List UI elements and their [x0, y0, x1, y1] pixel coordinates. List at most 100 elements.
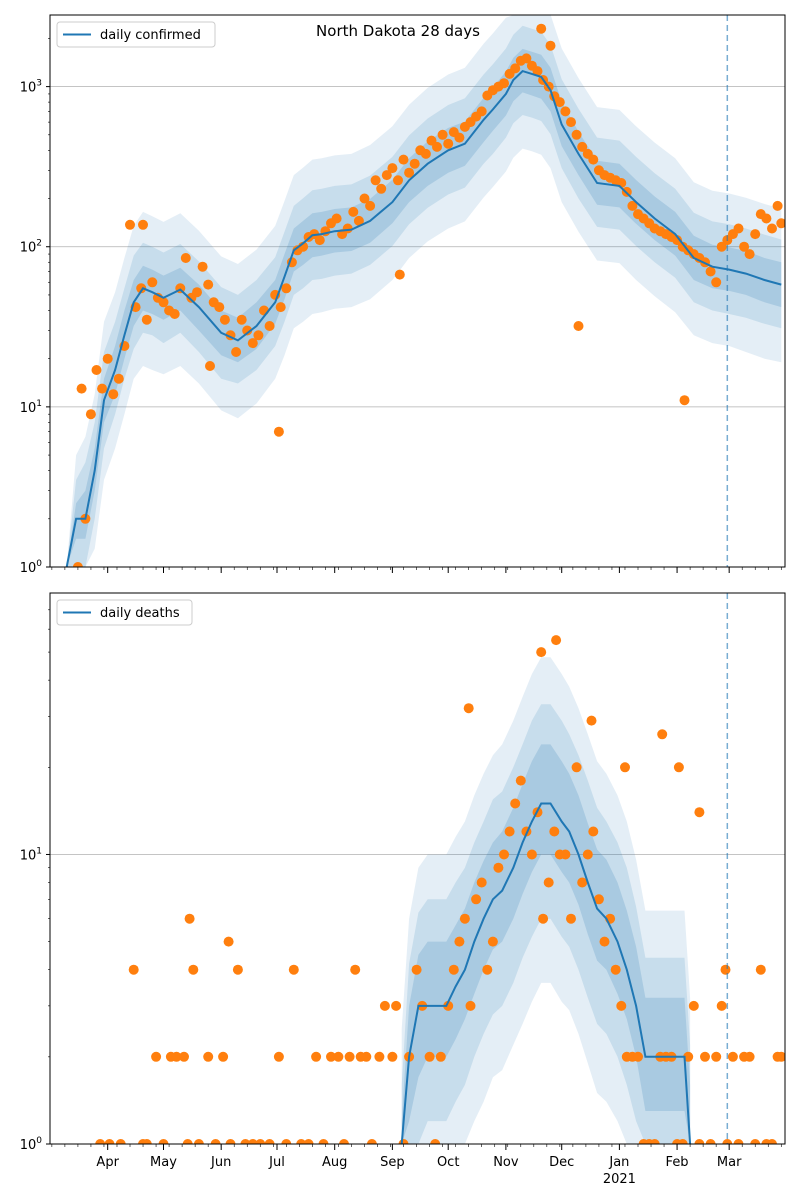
deaths-point	[700, 1051, 710, 1062]
deaths-point	[411, 964, 422, 975]
deaths-point	[727, 1051, 738, 1062]
confirmed-point	[767, 223, 777, 234]
confirmed-point	[560, 106, 571, 117]
deaths-point	[443, 1000, 454, 1011]
confirmed-point	[108, 389, 119, 400]
deaths-point	[465, 1000, 476, 1011]
confirmed-point	[409, 158, 420, 169]
deaths-point	[374, 1051, 385, 1062]
confirmed-ytick-label-0: 100	[20, 559, 43, 576]
deaths-point	[694, 807, 705, 818]
confirmed-point	[365, 200, 376, 211]
deaths-point	[435, 1051, 446, 1062]
confirmed-band-mid	[66, 25, 782, 567]
deaths-point	[755, 964, 766, 975]
deaths-point	[218, 1051, 229, 1062]
deaths-point	[296, 1139, 307, 1144]
deaths-point	[616, 1000, 627, 1011]
confirmed-point	[125, 219, 135, 230]
confirmed-legend: daily confirmed	[56, 21, 216, 48]
confirmed-panel: 100 101 102 103 daily confirmed	[20, 14, 786, 576]
confirmed-point	[404, 167, 415, 178]
deaths-point	[599, 936, 610, 947]
deaths-point	[288, 964, 299, 975]
deaths-point	[255, 1139, 266, 1144]
confirmed-point	[353, 215, 364, 226]
deaths-point	[151, 1051, 162, 1062]
xtick-label-jan: Jan	[608, 1155, 629, 1170]
xtick-label-oct: Oct	[437, 1155, 459, 1170]
confirmed-point	[437, 129, 448, 140]
deaths-point	[463, 703, 474, 714]
deaths-ytick-label-0: 100	[20, 1136, 43, 1153]
xtick-label-nov: Nov	[493, 1155, 519, 1170]
confirmed-point	[476, 106, 487, 117]
deaths-ytick-label-1: 101	[20, 846, 42, 863]
confirmed-point	[231, 347, 242, 357]
confirmed-point	[180, 253, 191, 263]
confirmed-point	[342, 223, 353, 234]
confirmed-point	[716, 241, 727, 252]
confirmed-point	[203, 279, 214, 290]
deaths-point	[586, 715, 597, 726]
confirmed-point	[679, 395, 690, 406]
deaths-point	[333, 1051, 344, 1062]
confirmed-legend-label: daily confirmed	[100, 28, 201, 43]
deaths-point	[350, 964, 361, 975]
confirmed-point	[733, 223, 744, 234]
confirmed-point	[744, 249, 755, 260]
deaths-legend-label: daily deaths	[100, 606, 180, 621]
deaths-point	[311, 1051, 322, 1062]
confirmed-point	[219, 314, 230, 325]
deaths-point	[487, 936, 498, 947]
confirmed-point	[205, 361, 215, 371]
confirmed-point	[711, 277, 722, 288]
xtick-label-jun: Jun	[210, 1155, 231, 1170]
deaths-point	[158, 1139, 169, 1144]
deaths-point	[482, 964, 493, 975]
confirmed-point	[566, 117, 576, 128]
deaths-point	[115, 1139, 126, 1144]
confirmed-point	[281, 283, 292, 294]
confirmed-point	[387, 163, 398, 174]
deaths-point	[560, 849, 571, 860]
deaths-point	[716, 1000, 727, 1011]
deaths-point	[722, 1139, 733, 1144]
confirmed-point	[348, 206, 359, 217]
confirmed-point	[577, 141, 588, 152]
deaths-point	[379, 1000, 390, 1011]
deaths-point	[582, 849, 593, 860]
confirmed-point	[739, 241, 750, 252]
xtick-label-jul: Jul	[268, 1155, 285, 1170]
confirmed-point	[214, 302, 225, 313]
deaths-point	[476, 877, 487, 888]
deaths-point	[361, 1051, 372, 1062]
deaths-point	[588, 826, 599, 837]
deaths-point	[184, 913, 195, 924]
deaths-point	[571, 762, 582, 773]
confirmed-point	[536, 23, 547, 34]
confirmed-ytick-label-2: 102	[20, 239, 42, 256]
deaths-point	[303, 1139, 314, 1144]
confirmed-point	[393, 175, 403, 186]
confirmed-point	[573, 321, 584, 331]
deaths-point	[281, 1139, 292, 1144]
confirmed-point	[136, 283, 147, 294]
confirmed-point	[76, 383, 87, 394]
deaths-point	[454, 936, 465, 947]
confirmed-point	[394, 269, 405, 280]
confirmed-point	[381, 170, 392, 181]
confirmed-ytick-label-3: 103	[20, 79, 42, 96]
deaths-point	[499, 849, 509, 860]
deaths-point	[179, 1051, 189, 1062]
deaths-line	[400, 802, 692, 1144]
confirmed-point	[750, 229, 761, 240]
deaths-point	[577, 877, 588, 888]
deaths-point	[182, 1139, 193, 1144]
confirmed-point	[420, 148, 431, 159]
confirmed-point	[242, 325, 253, 336]
deaths-point	[677, 1139, 688, 1144]
confirmed-point	[247, 338, 258, 349]
confirmed-point	[169, 309, 180, 319]
confirmed-point	[331, 213, 342, 224]
